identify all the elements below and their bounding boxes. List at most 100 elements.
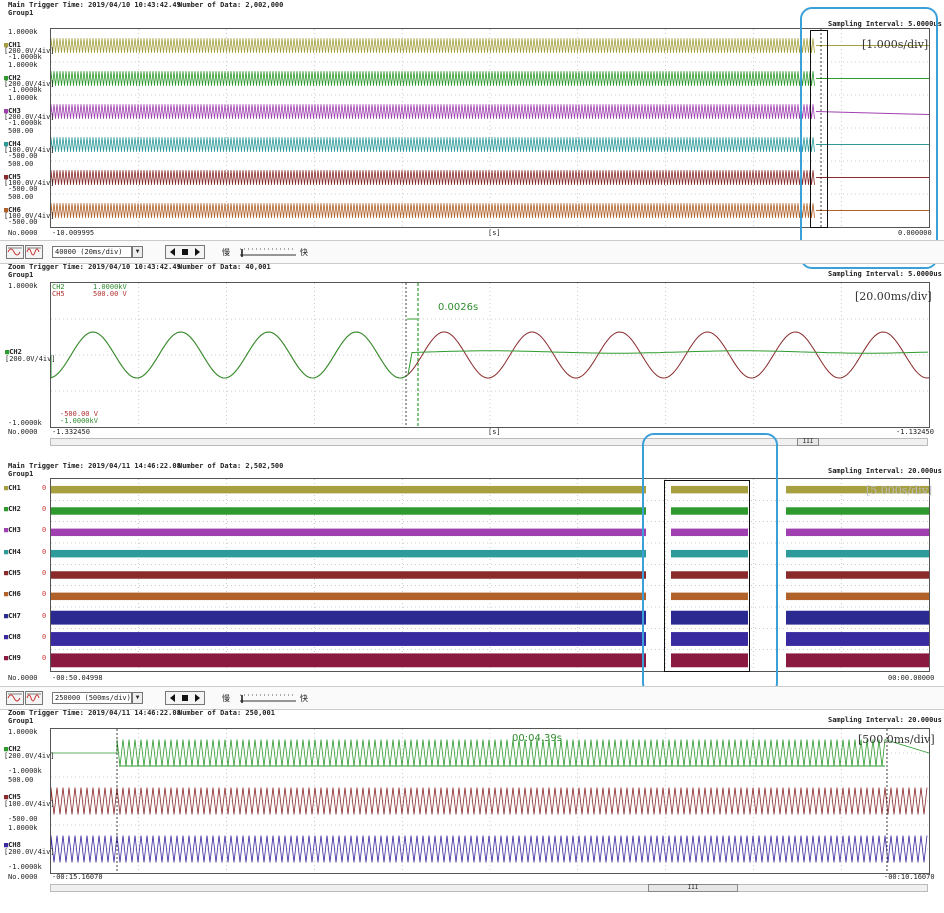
zoom-out-wave-icon[interactable] [25,691,43,705]
ch-name-label: ■CH8 [4,841,21,849]
panel1-record-no: No.0000 [8,229,38,237]
ch-top-value: 1.0000k [8,28,38,36]
ch8-band-2 [786,632,929,646]
ch-zero-marker: 0 [42,569,47,577]
ch-bottom-value: -1.0000k [8,119,42,127]
ch7-band-1 [671,610,748,625]
ch-name-label: ■CH5 [4,569,21,577]
delta-time-label: 0.0026s [438,302,479,313]
panel4-group: Group1 [8,717,34,725]
playback-controls[interactable] [165,691,205,705]
toolbar-1 [0,240,944,264]
ch8-band-1 [671,632,748,646]
panel3-record-no: No.0000 [8,674,38,682]
speed-slider[interactable] [240,246,296,258]
chevron-down-icon[interactable]: ▼ [132,692,143,704]
ch3-tail [815,111,929,115]
panel3-x-end: 00:00.00000 [888,674,935,682]
ch6-trace [51,203,815,218]
panel1-plot[interactable] [50,28,930,228]
panel3-sampling: Sampling Interval: 20.000us [828,467,942,475]
panel4-x-end: -00:10.16070 [884,873,935,881]
ch-name-label: ■CH2 [4,745,21,753]
zoom-select[interactable]: 40000 (20ms/div) [52,246,132,258]
zoom-select[interactable]: 250000 (500ms/div) [52,692,132,704]
ch1-band-2 [786,485,929,494]
ch6-band-0 [51,592,646,601]
panel2-plot[interactable] [50,282,930,428]
panel2-bottom-value: -1.0000k [8,419,42,427]
panel2-scroll-thumb[interactable]: III [797,438,819,446]
panel3-plot[interactable] [50,478,930,672]
panel1-title: Main Trigger Time: 2019/04/10 10:43:42.4… [8,1,181,9]
panel2-x-end: -1.132450 [896,428,934,436]
panel2-top-value: 1.0000k [8,282,38,290]
panel1-zoom-window[interactable] [810,30,828,228]
ch-top-value: 1.0000k [8,61,38,69]
ch5-band-1 [671,571,748,579]
speed-slider[interactable] [240,692,296,704]
panel2-title: Zoom Trigger Time: 2019/04/10 10:43:42.4… [8,263,181,271]
panel2-record-no: No.0000 [8,428,38,436]
ch-zero-marker: 0 [42,654,47,663]
ch5-band-0 [51,571,646,579]
ch2-band-0 [51,507,646,515]
ch-scale-label: [100.0V/4iv] [4,212,55,220]
panel4-x-start: -00:15.16070 [52,873,103,881]
ch-bottom-value: -500.00 [8,815,38,823]
ch5-trace [51,170,815,185]
panel1-sampling: Sampling Interval: 5.0000us [828,20,942,28]
zoom-in-wave-icon[interactable] [6,245,24,259]
panel4-scroll-thumb[interactable]: III [648,884,738,892]
ch-zero-marker: 0 [42,526,47,535]
ch-zero-marker: 0 [42,483,47,492]
panel4-sampling: Sampling Interval: 20.000us [828,716,942,724]
ch2-post-trigger-trace [407,350,929,375]
ch-zero-marker: 0 [42,611,47,620]
panel2-scrollbar[interactable] [50,438,928,446]
legend-v4: -1.0000kV [60,417,98,425]
ch2-sine-trace [51,331,408,379]
panel2-div-label: [20.00ms/div] [855,290,932,303]
ch-top-value: 1.0000k [8,94,38,102]
ch9-band-1 [671,653,748,668]
ch4-band-1 [671,549,748,558]
legend-v2: 500.00 V [93,290,127,298]
panel2-ch-scale: [200.0V/4iv] [5,355,56,363]
panel3-data-count: Number of Data: 2,502,500 [178,462,284,470]
panel4-data-count: Number of Data: 250,001 [178,709,275,717]
ch-scale-label: [200.0V/4iv] [4,47,55,55]
panel1-div-label: [1.000s/div] [862,38,929,51]
delta-time-label: 00:04.39s [512,733,562,744]
ch7-band-0 [51,610,646,625]
ch-name-label: ■CH4 [4,140,21,148]
ch3-band-2 [786,528,929,537]
ch-name-label: ■CH5 [4,793,21,801]
panel3-div-label: [5.000s/div] [866,484,933,497]
panel1-x-start: -10.009995 [52,229,95,237]
zoom-in-wave-icon[interactable] [6,691,24,705]
ch9-band-2 [786,653,929,668]
ch-scale-label: [100.0V/4iv] [4,800,55,808]
ch-name-label: ■CH2 [4,74,21,82]
ch-name-label: ■CH4 [4,547,21,556]
panel4-plot[interactable] [50,728,930,874]
ch-zero-marker: 0 [42,547,47,556]
chevron-down-icon[interactable]: ▼ [132,246,143,258]
ch7-band-2 [786,610,929,625]
panel4-scrollbar[interactable] [50,884,928,892]
ch-scale-label: [200.0V/4iv] [4,80,55,88]
highlight-box-1 [800,7,938,269]
panel3-zoom-window[interactable] [664,480,750,672]
ch-name-label: ■CH6 [4,590,21,599]
panel2-data-count: Number of Data: 40,001 [178,263,271,271]
slow-label: 慢 [222,248,230,257]
ch-bottom-value: -1.0000k [8,53,42,61]
panel1-x-end: 0.000000 [898,229,932,237]
ch3-trace [51,104,815,119]
playback-controls[interactable] [165,245,205,259]
ch6-band-2 [786,592,929,601]
zoom-out-wave-icon[interactable] [25,245,43,259]
ch4-trace [51,137,815,152]
fast-label: 快 [300,694,308,703]
